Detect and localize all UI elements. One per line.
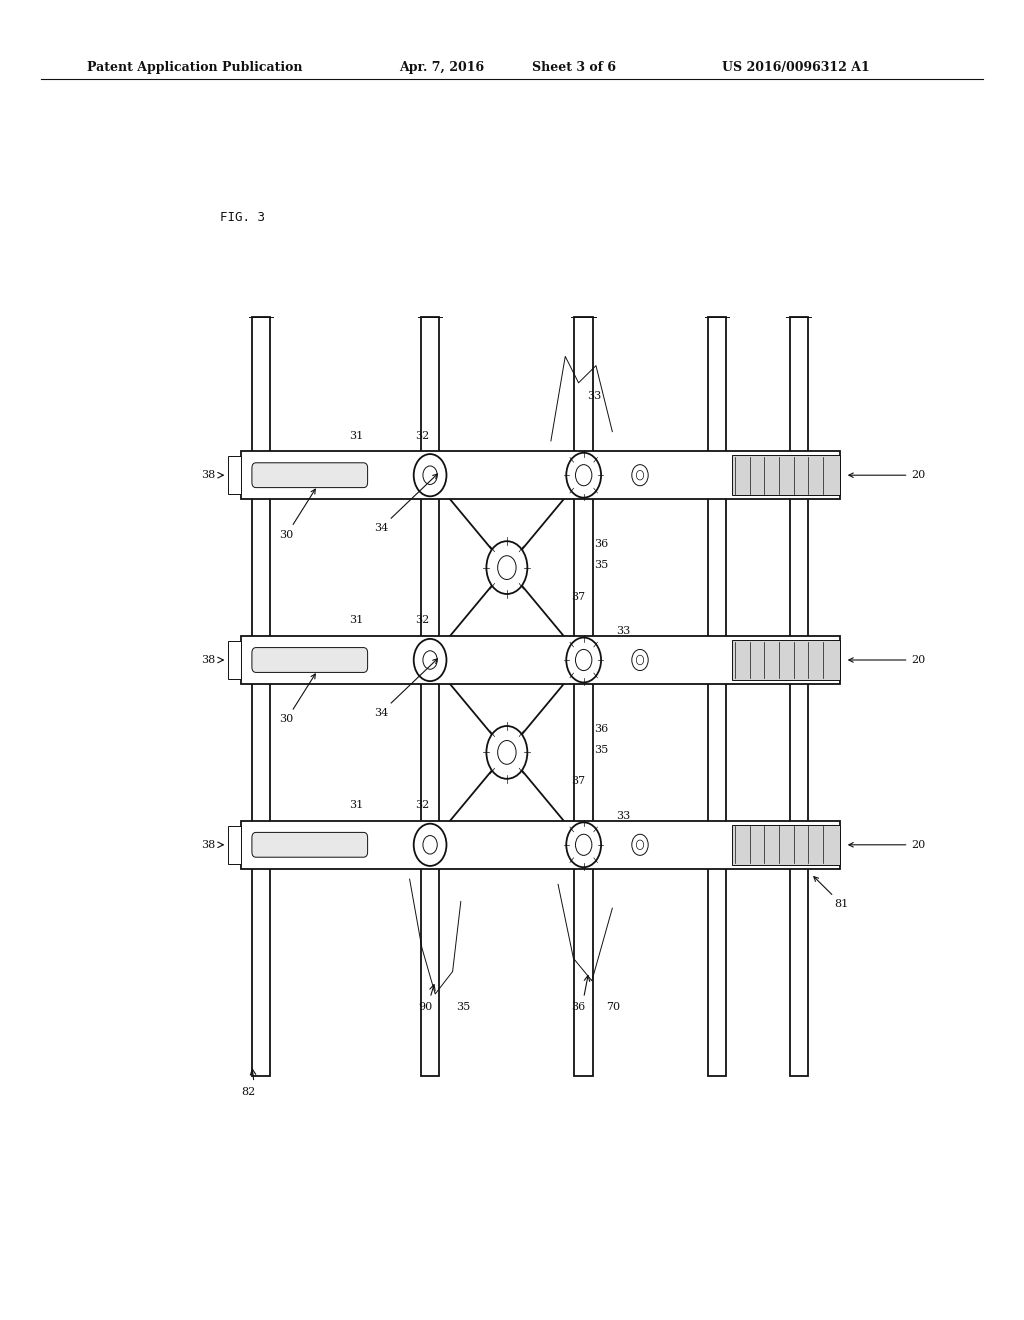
Circle shape — [498, 741, 516, 764]
Text: 36: 36 — [594, 723, 608, 734]
Bar — [732, 825, 840, 865]
Text: 31: 31 — [349, 430, 364, 441]
Bar — [574, 317, 593, 1076]
Bar — [228, 642, 241, 678]
FancyBboxPatch shape — [252, 463, 368, 487]
Text: 31: 31 — [349, 800, 364, 810]
Text: 20: 20 — [849, 840, 926, 850]
Bar — [228, 826, 241, 863]
Bar — [708, 317, 726, 1076]
Circle shape — [566, 453, 601, 498]
Text: 30: 30 — [280, 490, 315, 540]
Circle shape — [423, 836, 437, 854]
Text: 82: 82 — [242, 1086, 256, 1097]
Text: Patent Application Publication: Patent Application Publication — [87, 61, 302, 74]
Text: Sheet 3 of 6: Sheet 3 of 6 — [532, 61, 616, 74]
Circle shape — [632, 834, 648, 855]
Text: 33: 33 — [616, 626, 631, 636]
Circle shape — [498, 556, 516, 579]
Circle shape — [414, 454, 446, 496]
Circle shape — [486, 541, 527, 594]
Text: 32: 32 — [415, 430, 429, 441]
Text: 37: 37 — [571, 591, 586, 602]
Text: 36: 36 — [571, 1002, 586, 1012]
Text: 20: 20 — [849, 655, 926, 665]
Circle shape — [575, 834, 592, 855]
Text: 35: 35 — [456, 1002, 470, 1012]
Bar — [732, 640, 840, 680]
Circle shape — [566, 638, 601, 682]
Circle shape — [632, 465, 648, 486]
Text: 35: 35 — [594, 560, 608, 570]
Bar — [732, 455, 840, 495]
Circle shape — [575, 465, 592, 486]
Bar — [252, 317, 270, 1076]
Circle shape — [423, 651, 437, 669]
Circle shape — [486, 726, 527, 779]
Circle shape — [423, 466, 437, 484]
Text: Apr. 7, 2016: Apr. 7, 2016 — [399, 61, 484, 74]
Text: 90: 90 — [418, 1002, 432, 1012]
Text: 38: 38 — [201, 840, 215, 850]
Text: 70: 70 — [606, 1002, 621, 1012]
Circle shape — [566, 822, 601, 867]
Text: 30: 30 — [280, 675, 315, 725]
Text: 38: 38 — [201, 470, 215, 480]
Circle shape — [636, 655, 644, 665]
Circle shape — [414, 639, 446, 681]
Circle shape — [414, 824, 446, 866]
Text: 20: 20 — [849, 470, 926, 480]
Circle shape — [575, 649, 592, 671]
Bar — [241, 636, 840, 684]
Text: 33: 33 — [587, 391, 601, 401]
Bar — [228, 457, 241, 494]
Circle shape — [636, 840, 644, 850]
Text: 31: 31 — [349, 615, 364, 626]
FancyBboxPatch shape — [252, 648, 368, 672]
Circle shape — [636, 470, 644, 480]
Bar — [241, 451, 840, 499]
Text: 34: 34 — [374, 659, 437, 718]
Text: 34: 34 — [374, 474, 437, 533]
Text: 81: 81 — [814, 876, 849, 909]
Text: 38: 38 — [201, 655, 215, 665]
Text: 33: 33 — [616, 810, 631, 821]
Text: 36: 36 — [594, 539, 608, 549]
Text: 32: 32 — [415, 615, 429, 626]
Text: FIG. 3: FIG. 3 — [220, 211, 265, 224]
Text: 32: 32 — [415, 800, 429, 810]
Bar — [421, 317, 439, 1076]
Bar — [241, 821, 840, 869]
FancyBboxPatch shape — [252, 833, 368, 857]
Circle shape — [632, 649, 648, 671]
Text: 37: 37 — [571, 776, 586, 787]
Bar — [790, 317, 808, 1076]
Text: US 2016/0096312 A1: US 2016/0096312 A1 — [722, 61, 869, 74]
Text: 35: 35 — [594, 744, 608, 755]
